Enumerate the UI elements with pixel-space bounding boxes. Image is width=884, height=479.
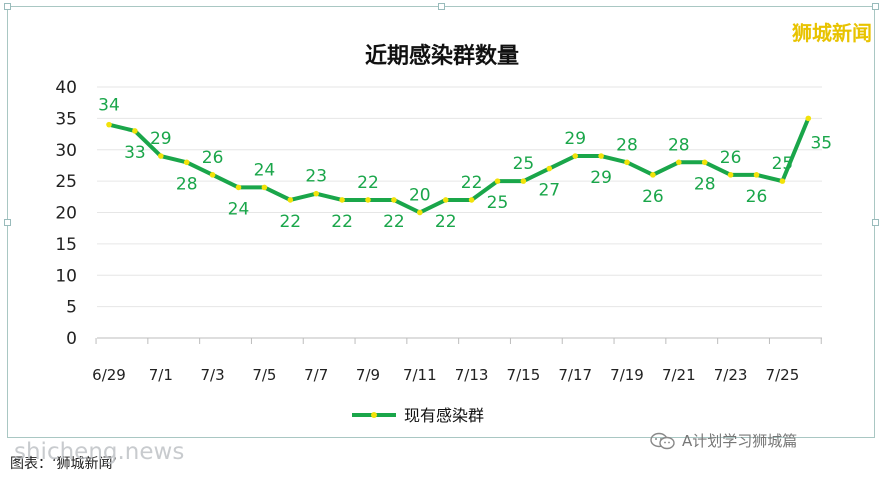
footer-caption: 图表：‘狮城新闻’ xyxy=(10,456,117,472)
data-point xyxy=(442,197,449,203)
data-point xyxy=(624,159,630,166)
data-label: 25 xyxy=(513,154,535,174)
y-tick-label: 5 xyxy=(66,298,77,318)
x-tick-label: 7/5 xyxy=(252,366,276,384)
x-tick-label: 7/15 xyxy=(507,366,541,384)
data-label: 35 xyxy=(810,133,832,153)
data-label: 22 xyxy=(331,212,353,232)
x-tick-label: 7/11 xyxy=(403,366,437,384)
data-label: 28 xyxy=(668,135,690,155)
data-label: 23 xyxy=(305,167,327,187)
data-point xyxy=(727,172,734,178)
data-point xyxy=(805,115,812,122)
x-tick-label: 7/7 xyxy=(304,366,328,384)
x-tick-label: 7/19 xyxy=(610,366,644,384)
data-point xyxy=(598,153,604,159)
data-point xyxy=(235,184,242,191)
data-point xyxy=(468,197,475,203)
y-tick-label: 0 xyxy=(66,329,77,349)
x-tick-label: 7/13 xyxy=(455,366,489,384)
brand-logo: 狮城新闻 xyxy=(792,21,872,45)
wechat-account: A计划学习狮城篇 xyxy=(650,430,797,451)
data-label: 22 xyxy=(383,212,405,232)
data-label: 28 xyxy=(694,174,716,194)
y-tick-label: 10 xyxy=(55,266,77,286)
data-point xyxy=(183,159,190,166)
data-point xyxy=(209,172,216,178)
data-point xyxy=(313,190,320,197)
data-point xyxy=(365,197,371,203)
data-label: 24 xyxy=(254,160,276,180)
data-point xyxy=(261,184,268,191)
data-label: 26 xyxy=(720,148,742,168)
wechat-icon xyxy=(650,432,675,449)
data-label: 22 xyxy=(435,212,457,232)
data-label: 33 xyxy=(124,143,146,163)
data-label: 22 xyxy=(461,173,483,193)
data-label: 26 xyxy=(202,148,224,168)
data-label: 25 xyxy=(487,193,509,213)
x-tick-label: 7/9 xyxy=(356,366,380,384)
resize-handle-right[interactable] xyxy=(872,219,879,226)
data-point xyxy=(391,197,397,203)
data-label: 28 xyxy=(176,174,198,194)
x-tick-label: 7/3 xyxy=(201,366,225,384)
data-label: 29 xyxy=(564,129,586,149)
chart-title: 近期感染群数量 xyxy=(364,44,519,69)
data-point xyxy=(132,128,138,134)
data-point xyxy=(494,178,501,184)
data-label: 20 xyxy=(409,186,431,206)
resize-handle-top[interactable] xyxy=(438,3,445,10)
data-label: 22 xyxy=(357,173,379,193)
data-point xyxy=(753,172,760,178)
data-point xyxy=(520,178,527,184)
y-tick-label: 30 xyxy=(55,141,77,161)
resize-handle-top-left[interactable] xyxy=(4,3,11,10)
y-tick-label: 25 xyxy=(55,172,77,192)
data-point xyxy=(106,121,112,128)
wechat-label: A计划学习狮城篇 xyxy=(682,432,798,450)
data-label: 26 xyxy=(642,187,664,207)
data-point xyxy=(287,197,294,203)
data-label: 34 xyxy=(98,96,120,116)
legend-label: 现有感染群 xyxy=(404,406,485,425)
data-point xyxy=(339,197,345,203)
data-point xyxy=(650,172,656,178)
x-tick-label: 7/17 xyxy=(558,366,592,384)
data-point xyxy=(701,159,708,166)
data-point xyxy=(546,165,553,172)
chart-frame xyxy=(7,6,875,438)
data-point xyxy=(417,209,423,216)
watermark: shicheng.news xyxy=(14,439,185,465)
x-tick-label: 7/25 xyxy=(766,366,800,384)
data-point xyxy=(158,153,164,159)
y-tick-label: 40 xyxy=(55,78,77,98)
data-label: 29 xyxy=(590,168,612,188)
x-tick-label: 7/23 xyxy=(714,366,748,384)
resize-handle-top-right[interactable] xyxy=(872,3,879,10)
data-label: 22 xyxy=(279,212,301,232)
x-tick-label: 6/29 xyxy=(92,366,126,384)
legend-swatch xyxy=(352,407,396,421)
series-line xyxy=(107,116,811,215)
x-tick-label: 7/1 xyxy=(149,366,173,384)
y-tick-label: 15 xyxy=(55,235,77,255)
data-label: 27 xyxy=(538,181,560,201)
data-point xyxy=(572,153,578,159)
resize-handle-left[interactable] xyxy=(4,219,11,226)
data-label: 25 xyxy=(772,154,794,174)
data-label: 29 xyxy=(150,129,172,149)
data-point xyxy=(779,178,786,184)
data-label: 24 xyxy=(228,199,250,219)
chart-legend: 现有感染群 xyxy=(352,402,484,426)
y-tick-label: 35 xyxy=(55,109,77,129)
x-tick-label: 7/21 xyxy=(662,366,696,384)
data-label: 28 xyxy=(616,135,638,155)
y-tick-label: 20 xyxy=(55,204,77,224)
data-point xyxy=(676,159,682,166)
data-label: 26 xyxy=(746,187,768,207)
